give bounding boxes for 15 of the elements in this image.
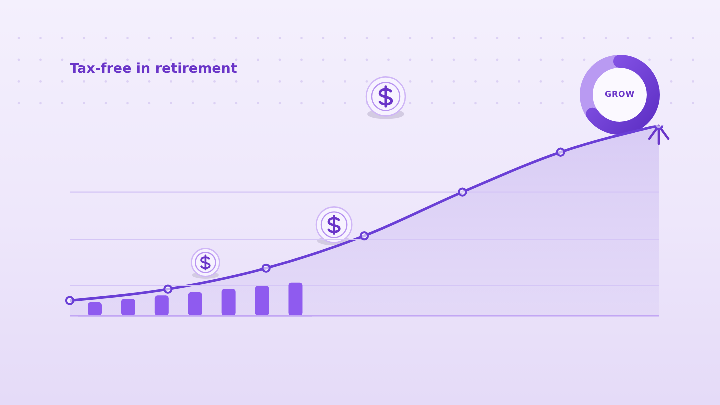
bar xyxy=(88,302,102,316)
bar xyxy=(121,299,136,316)
point xyxy=(164,284,173,294)
bar xyxy=(254,286,269,316)
bar xyxy=(188,292,202,316)
bar xyxy=(221,289,236,316)
chart-title: Tax-free in retirement xyxy=(70,61,238,77)
bar xyxy=(154,296,169,316)
bar xyxy=(288,282,302,316)
point xyxy=(556,148,566,157)
point xyxy=(360,231,370,241)
point xyxy=(262,264,271,274)
point xyxy=(65,296,75,306)
point xyxy=(458,188,468,197)
text: GROW xyxy=(605,90,635,99)
